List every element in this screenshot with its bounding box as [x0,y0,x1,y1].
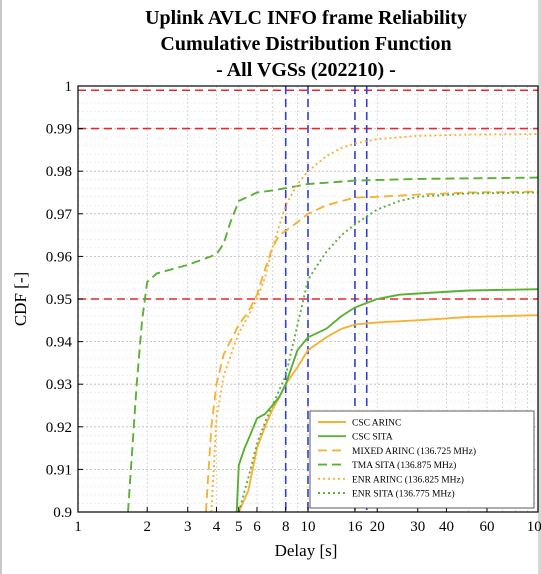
series-line-4 [127,176,538,512]
y-tick-label: 0.96 [46,249,73,265]
image-left-border [0,0,2,574]
x-tick-label: 3 [184,519,192,535]
x-tick-label: 8 [282,519,290,535]
y-tick-label: 0.92 [46,420,72,436]
x-tick-label: 40 [439,519,454,535]
y-axis-label: CDF [-] [11,272,30,326]
x-tick-label: 20 [370,519,385,535]
series-line-2 [235,288,538,512]
y-tick-label: 0.91 [46,462,72,478]
series-line-1 [237,314,538,512]
legend: CSC ARINC CSC SITA MIXED ARINC (136.725 MH… [309,410,535,509]
chart-title-line-1: Uplink AVLC INFO frame Reliability [145,7,467,29]
x-tick-label: 16 [347,519,363,535]
legend-label-6: ENR SITA (136.775 MHz) [352,489,455,500]
y-tick-label: 0.99 [46,122,72,138]
legend-label-1: CSC ARINC [352,419,401,429]
x-tick-label: 5 [235,519,243,535]
chart-title-line-2: Cumulative Distribution Function [160,33,451,55]
chart-title-line-3: - All VGSs (202210) - [216,59,396,81]
image-right-border [538,0,541,574]
x-tick-label: 2 [143,519,151,535]
y-tick-label: 0.97 [46,207,73,223]
x-tick-label: 6 [253,519,261,535]
legend-label-4: TMA SITA (136.875 MHz) [352,460,456,471]
y-tick-label: 0.93 [46,377,72,393]
y-tick-label: 1 [65,79,73,95]
y-tick-label: 0.9 [53,505,72,521]
x-axis-label: Delay [s] [275,541,338,560]
x-tick-label: 60 [479,519,494,535]
x-tick-label: 1 [74,519,82,535]
legend-label-3: MIXED ARINC (136.725 MHz) [352,446,476,457]
legend-label-5: ENR ARINC (136.825 MHz) [352,474,464,485]
y-axis-ticks: 0.9 0.91 0.92 0.93 0.94 0.95 0.96 0.97 0.98 0.99 1 [46,79,83,521]
x-tick-label: 4 [213,519,221,535]
y-tick-label: 0.95 [46,292,72,308]
series-lines [127,133,538,512]
x-tick-label: 30 [410,519,425,535]
legend-label-2: CSC SITA [352,433,393,443]
legend-box [309,410,535,509]
series-line-6 [237,191,538,512]
series-line-3 [204,190,538,512]
x-tick-label: 100 [527,519,541,535]
y-tick-label: 0.94 [46,335,73,351]
x-tick-label: 10 [301,519,316,535]
y-tick-label: 0.98 [46,164,72,180]
x-axis-ticks: 1 2 3 456 8 10 16 20 30 40 60 100 [74,507,541,535]
